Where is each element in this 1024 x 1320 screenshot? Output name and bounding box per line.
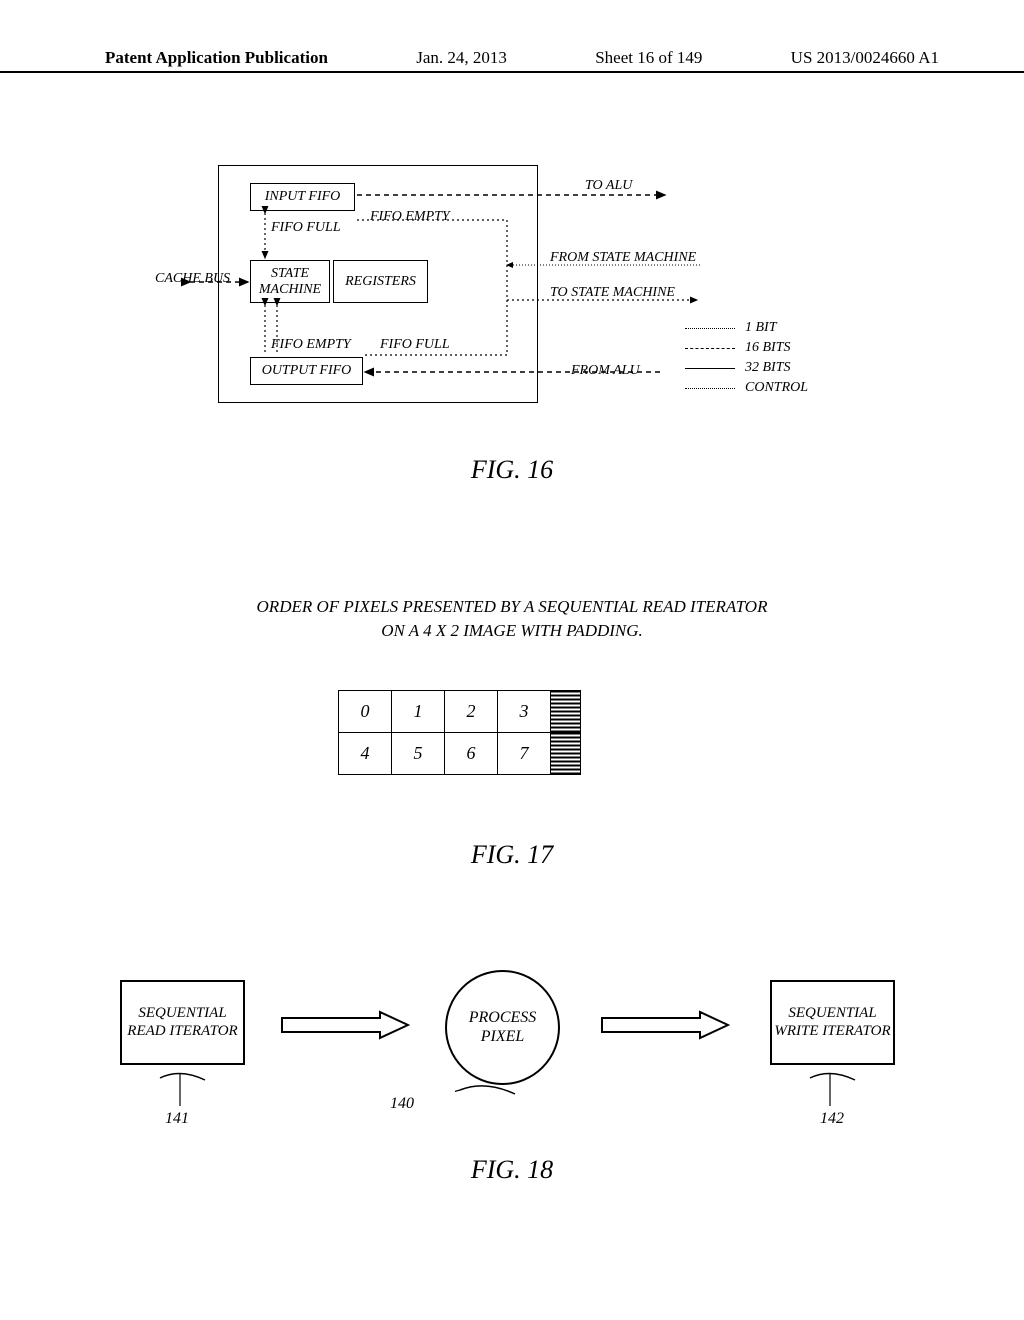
fig17-title-line2: ON A 4 X 2 IMAGE WITH PADDING. — [381, 621, 643, 640]
sequential-read-iterator-box: SEQUENTIAL READ ITERATOR — [120, 980, 245, 1065]
fig18-diagram: SEQUENTIAL READ ITERATOR PROCESS PIXEL S… — [100, 950, 920, 1130]
pixel-cell: 7 — [498, 733, 551, 775]
legend-1bit: 1 BIT — [745, 320, 777, 336]
pixel-cell: 5 — [392, 733, 445, 775]
fig17-title-line1: ORDER OF PIXELS PRESENTED BY A SEQUENTIA… — [257, 597, 768, 616]
ref-141: 141 — [165, 1110, 189, 1128]
ref-tick-icon — [805, 1068, 865, 1108]
output-fifo-block: OUTPUT FIFO — [250, 357, 363, 385]
fig18-caption: FIG. 18 — [0, 1155, 1024, 1185]
registers-block: REGISTERS — [333, 260, 428, 303]
pixel-cell: 4 — [339, 733, 392, 775]
padding-cell — [551, 691, 581, 733]
pixel-cell: 6 — [445, 733, 498, 775]
pixel-cell: 1 — [392, 691, 445, 733]
fig16-diagram: INPUT FIFO STATE MACHINE REGISTERS OUTPU… — [155, 165, 875, 445]
input-fifo-block: INPUT FIFO — [250, 183, 355, 211]
header-sheet: Sheet 16 of 149 — [595, 48, 702, 68]
fifo-empty-label-bot: FIFO EMPTY — [271, 337, 351, 353]
legend-16bit: 16 BITS — [745, 340, 791, 356]
header-date: Jan. 24, 2013 — [416, 48, 507, 68]
to-alu-label: TO ALU — [585, 178, 632, 194]
from-sm-label: FROM STATE MACHINE — [550, 250, 696, 266]
pixel-cell: 0 — [339, 691, 392, 733]
from-alu-label: FROM ALU — [571, 363, 640, 379]
fifo-full-label-bot: FIFO FULL — [380, 337, 450, 353]
state-machine-block: STATE MACHINE — [250, 260, 330, 303]
pixel-cell: 3 — [498, 691, 551, 733]
arrow-icon — [280, 1010, 410, 1040]
sequential-write-iterator-box: SEQUENTIAL WRITE ITERATOR — [770, 980, 895, 1065]
fig16-caption: FIG. 16 — [0, 455, 1024, 485]
page-header: Patent Application Publication Jan. 24, … — [0, 48, 1024, 73]
cache-bus-label: CACHE BUS — [155, 271, 230, 287]
process-pixel-node: PROCESS PIXEL — [445, 970, 560, 1085]
header-pubno: US 2013/0024660 A1 — [791, 48, 939, 68]
fifo-empty-label-top: FIFO EMPTY — [370, 209, 450, 225]
fig17-caption: FIG. 17 — [0, 840, 1024, 870]
legend-control: CONTROL — [745, 380, 808, 396]
to-sm-label: TO STATE MACHINE — [550, 285, 675, 301]
legend: 1 BIT 16 BITS 32 BITS CONTROL — [685, 320, 808, 400]
ref-140: 140 — [390, 1095, 414, 1113]
ref-tick-icon — [455, 1080, 525, 1110]
ref-tick-icon — [155, 1068, 215, 1108]
pixel-order-table: 0 1 2 3 4 5 6 7 — [338, 690, 581, 775]
legend-32bit: 32 BITS — [745, 360, 791, 376]
pixel-cell: 2 — [445, 691, 498, 733]
fig17-title: ORDER OF PIXELS PRESENTED BY A SEQUENTIA… — [0, 595, 1024, 643]
fifo-full-label-top: FIFO FULL — [271, 220, 341, 236]
ref-142: 142 — [820, 1110, 844, 1128]
header-left: Patent Application Publication — [105, 48, 328, 68]
arrow-icon — [600, 1010, 730, 1040]
padding-cell — [551, 733, 581, 775]
